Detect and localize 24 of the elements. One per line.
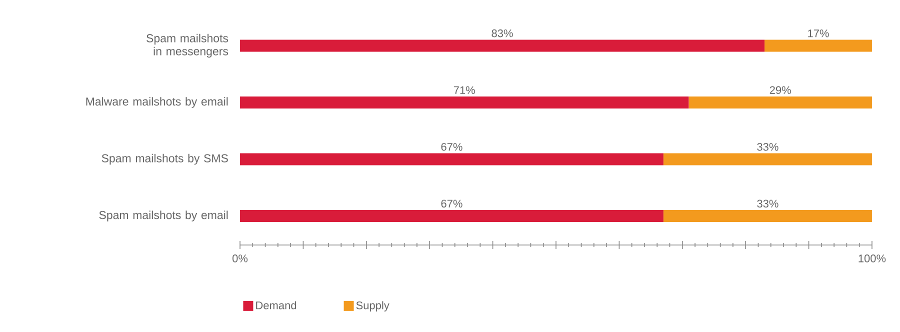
bar <box>240 96 689 109</box>
bar <box>688 96 872 109</box>
data-label: 33% <box>757 142 778 151</box>
bar <box>240 153 664 166</box>
x-tick-label: 0% <box>232 254 248 262</box>
y-tick-label: Spam mailshots by SMS <box>102 154 228 165</box>
data-label: 29% <box>770 86 791 94</box>
legend-label: Demand <box>256 301 296 310</box>
bar <box>240 210 664 222</box>
legend-label: Supply <box>356 301 390 312</box>
data-label: 67% <box>441 142 462 151</box>
bar <box>663 153 872 166</box>
y-tick-label: Spam mailshots in messengers <box>146 34 228 58</box>
data-label: 67% <box>441 200 462 208</box>
x-tick-label: 100% <box>858 254 886 262</box>
y-tick-label: Malware mailshots by email <box>86 97 228 108</box>
bar <box>663 210 872 222</box>
data-label: 17% <box>808 30 829 38</box>
bar <box>240 40 765 52</box>
y-tick-label: Spam mailshots by email <box>99 210 228 222</box>
data-label: 71% <box>454 86 475 94</box>
data-label: 83% <box>492 29 513 38</box>
data-label: 33% <box>757 200 778 208</box>
bar <box>764 40 872 52</box>
